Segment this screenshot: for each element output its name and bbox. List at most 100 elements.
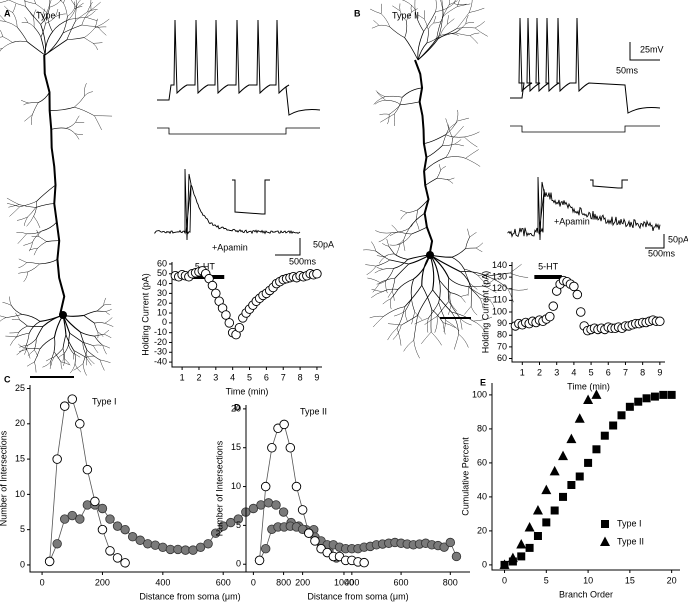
dendrite (74, 133, 83, 135)
dendrite (475, 247, 483, 252)
dendrite (40, 7, 50, 25)
dendrite (440, 166, 446, 171)
dendrite (8, 204, 20, 208)
panel-letter: E (480, 377, 486, 387)
y-tick-label: 80 (477, 423, 487, 433)
data-point (583, 394, 594, 404)
x-tick-label: 1000 (334, 577, 354, 587)
dendrite (374, 269, 384, 274)
dendrite (99, 359, 111, 363)
dendrite (451, 28, 461, 34)
dendrite (396, 243, 401, 256)
x-tick-label: 2 (537, 367, 542, 377)
x-tick-label: 400 (344, 577, 359, 587)
x-tick-label: 6 (264, 372, 269, 382)
dendrite (426, 29, 429, 44)
data-point (234, 322, 245, 333)
dendrite (19, 319, 28, 327)
dendrite (97, 18, 110, 27)
dendrite (94, 323, 99, 333)
data-point (297, 505, 308, 515)
dendrite (400, 210, 408, 213)
dendrite (440, 0, 443, 17)
data-point (97, 524, 108, 535)
dendrite (85, 355, 95, 358)
data-point (576, 307, 586, 317)
neuron-drawing (363, 0, 529, 359)
data-point (233, 514, 244, 524)
annotation-label: 5-HT (195, 261, 216, 271)
dendrite (53, 351, 62, 362)
data-point (285, 442, 296, 453)
dendrite (25, 347, 31, 359)
data-point (642, 394, 651, 403)
dendrite (75, 2, 84, 9)
data-point (574, 413, 585, 423)
dendrite (27, 41, 46, 56)
legend-label: Type II (617, 536, 644, 546)
dendrite (424, 316, 438, 325)
data-point (569, 281, 579, 292)
dendrite (14, 332, 19, 339)
dendrite (34, 349, 39, 357)
dendrite (392, 325, 402, 340)
y-tick-label: 50 (157, 268, 167, 278)
dendrite (460, 271, 473, 290)
dendrite (376, 255, 385, 257)
y-tick-label: 20 (157, 298, 167, 308)
data-point (650, 392, 659, 401)
dendrite (16, 216, 28, 221)
dendrite (75, 11, 88, 21)
dendrite (428, 22, 434, 30)
dendrite (393, 259, 409, 269)
y-tick-label: 40 (157, 278, 167, 288)
scale-bar (629, 42, 660, 61)
data-point (278, 507, 289, 517)
dendrite (24, 0, 26, 7)
data-point (224, 318, 235, 328)
dendrite (38, 236, 47, 242)
dendrite (99, 359, 105, 371)
data-point (52, 454, 62, 464)
dendrite (421, 285, 433, 310)
dendrite (12, 12, 18, 28)
dendrite (441, 0, 444, 17)
dendrite (389, 259, 409, 265)
dendrite (394, 97, 403, 115)
dendrite (471, 288, 487, 298)
dendrite (445, 156, 466, 159)
dendrite (5, 335, 17, 338)
inset-trace (590, 179, 628, 189)
dendrite (372, 282, 381, 293)
dendrite (0, 36, 3, 38)
dendrite (451, 248, 467, 258)
dendrite (73, 363, 84, 371)
dendrite (87, 9, 98, 13)
dendrite (49, 106, 75, 112)
dendrite (62, 24, 82, 34)
dendrite (452, 125, 464, 139)
dendrite (0, 15, 6, 22)
apical-trunk (43, 54, 66, 316)
dendrite (63, 358, 65, 366)
panel-letter: C (4, 374, 11, 384)
data-point (44, 556, 55, 567)
dendrite (64, 358, 71, 366)
dendrite (33, 9, 37, 17)
dendrite (438, 279, 441, 303)
dendrite (394, 263, 410, 279)
dendrite (507, 288, 514, 303)
dendrite (378, 232, 392, 243)
dendrite (389, 104, 401, 115)
dendrite (433, 21, 442, 24)
y-tick-label: 0 (162, 317, 167, 327)
panel-letter: D (234, 402, 241, 412)
dendrite (60, 361, 63, 370)
dendrite (73, 350, 87, 358)
dendrite (376, 91, 386, 101)
dendrite (423, 157, 446, 172)
dendrite (431, 331, 442, 346)
dendrite (371, 288, 383, 292)
dendrite (400, 233, 412, 245)
dendrite (82, 342, 88, 356)
